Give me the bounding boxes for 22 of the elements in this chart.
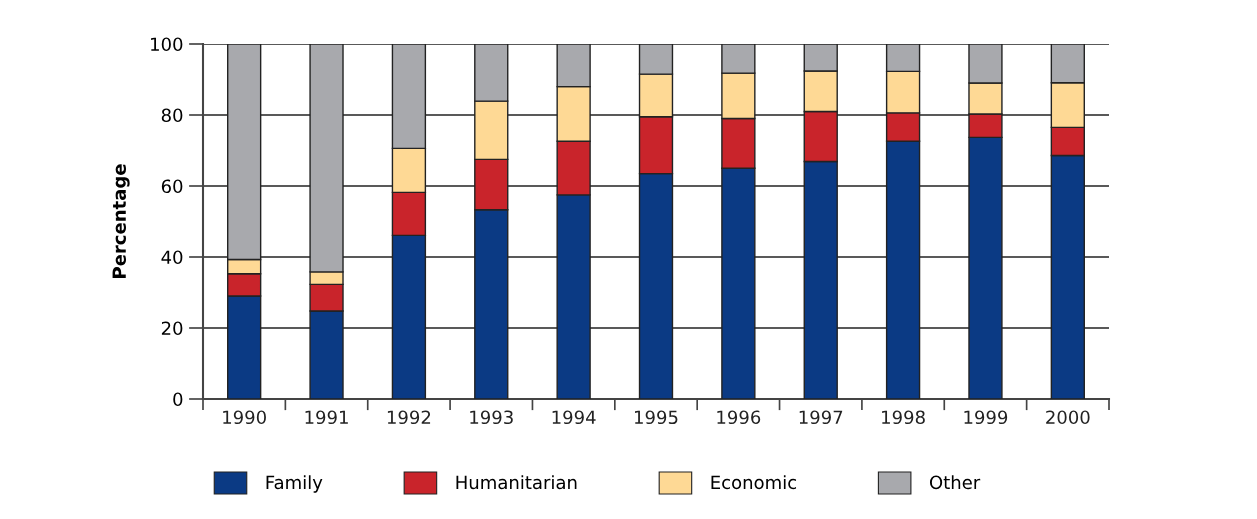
y-axis-title: Percentage — [112, 164, 130, 278]
x-tick-label: 1992 — [387, 410, 431, 425]
y-tick-label: 80 — [161, 108, 183, 123]
y-tick-label: 0 — [173, 392, 183, 407]
x-tick-label: 1994 — [552, 410, 596, 425]
y-tick-label: 100 — [151, 37, 183, 52]
legend-label: Humanitarian — [456, 475, 577, 490]
x-tick-label: 1991 — [305, 410, 348, 425]
y-tick-label: 20 — [161, 321, 183, 336]
y-tick-label: 60 — [161, 179, 183, 194]
x-tick-label: 1997 — [799, 410, 843, 425]
x-tick-label: 1995 — [635, 410, 678, 425]
y-tick-label: 40 — [161, 250, 183, 265]
x-tick-label: 1993 — [470, 410, 513, 425]
legend-label: Family — [266, 475, 323, 493]
x-tick-label: 1998 — [882, 410, 925, 425]
x-tick-label: 2000 — [1046, 410, 1090, 425]
legend-label: Economic — [711, 475, 797, 490]
x-tick-label: 1999 — [964, 410, 1008, 425]
x-tick-label: 1996 — [717, 410, 761, 425]
x-tick-label: 1990 — [223, 410, 266, 425]
legend-label: Other — [929, 475, 981, 490]
